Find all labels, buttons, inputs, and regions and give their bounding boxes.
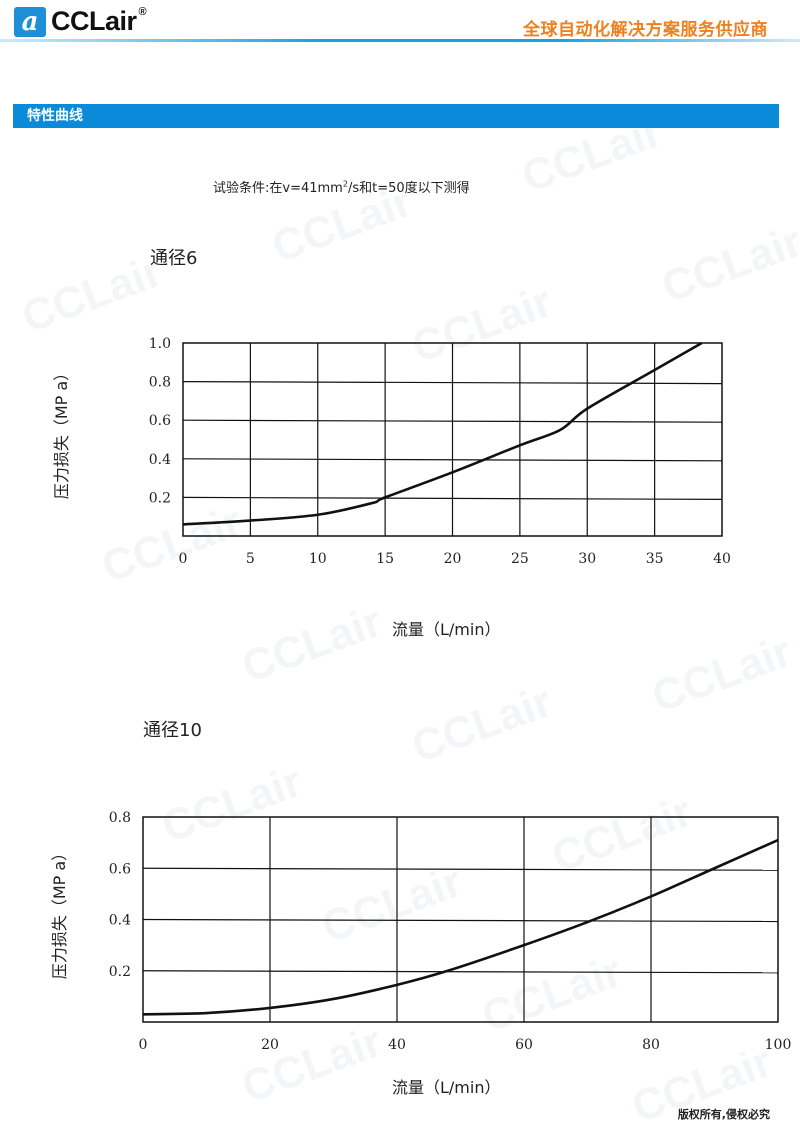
chart1-xtick: 25: [511, 551, 529, 567]
condition-suffix: /s和t=50度以下测得: [347, 181, 470, 196]
chart1-xtick: 40: [713, 551, 731, 567]
chart2-curve: [142, 838, 779, 1016]
chart2-ytick: 0.2: [109, 964, 131, 980]
slogan: 全球自动化解决方案服务供应商: [523, 20, 768, 40]
chart1-hgrid: [182, 496, 723, 500]
chart1-curve: [182, 341, 703, 526]
chart2-hgrid: [142, 970, 779, 974]
chart2-ytick: 0.4: [109, 913, 131, 929]
chart1-xtick: 5: [246, 551, 255, 567]
chart1-xtick: 30: [578, 551, 596, 567]
chart1-hgrid: [182, 419, 723, 423]
logo-name: CCLair: [51, 6, 137, 36]
chart2-title: 通径10: [143, 720, 202, 741]
chart1-ytick: 0.2: [149, 490, 171, 506]
chart2-hgrid: [142, 867, 779, 871]
chart1-ytick: 0.8: [149, 375, 171, 391]
header-divider: [0, 39, 800, 42]
condition-prefix: 试验条件:在v=41mm: [213, 181, 343, 196]
chart1-xtick: 15: [376, 551, 394, 567]
chart1-ytick: 0.6: [149, 413, 171, 429]
chart2-xtick: 40: [388, 1037, 406, 1053]
chart2-xtick: 20: [261, 1037, 279, 1053]
test-condition: 试验条件:在v=41mm2/s和t=50度以下测得: [213, 177, 470, 196]
chart1-ytick: 1.0: [149, 336, 171, 352]
chart2-hgrid: [142, 918, 779, 923]
chart1-xtick: 0: [179, 551, 188, 567]
chart2-xtick: 80: [642, 1037, 660, 1053]
chart1-title: 通径6: [150, 248, 198, 269]
chart1-ytick: 0.4: [149, 452, 171, 468]
chart2-ytick: 0.6: [109, 861, 131, 877]
chart2-ytick: 0.8: [109, 810, 131, 826]
copyright: 版权所有,侵权必究: [677, 1108, 770, 1121]
section-title: 特性曲线: [13, 104, 779, 128]
chart2-xtick: 100: [765, 1037, 792, 1053]
chart2-xtick: 60: [515, 1037, 533, 1053]
logo-mark: a: [14, 6, 46, 37]
chart1-xlabel: 流量（L/min）: [392, 620, 501, 639]
chart1-xtick: 20: [444, 551, 462, 567]
registered-mark: ®: [138, 6, 147, 18]
chart1-hgrid: [182, 458, 723, 462]
logo: a CCLair ®: [14, 6, 147, 37]
chart2-xlabel: 流量（L/min）: [392, 1078, 501, 1097]
chart2-xtick: 0: [139, 1037, 148, 1053]
chart1-xtick: 35: [646, 551, 664, 567]
logo-text: CCLair ®: [51, 6, 147, 37]
condition-sup: 2: [342, 179, 348, 189]
chart1-xtick: 10: [309, 551, 327, 567]
